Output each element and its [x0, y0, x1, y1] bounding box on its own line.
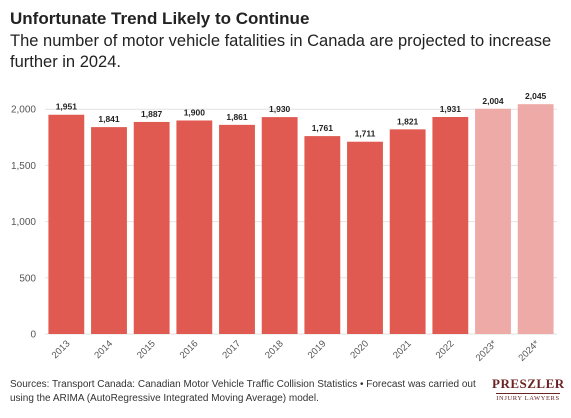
y-tick-label: 0 [30, 330, 36, 341]
logo-name: PRESZLER [492, 376, 565, 391]
bar-2016 [176, 120, 213, 334]
y-tick-label: 500 [19, 273, 36, 284]
logo-divider [496, 393, 560, 394]
value-label: 1,861 [226, 112, 248, 122]
value-label: 2,004 [482, 96, 504, 106]
value-label: 2,045 [525, 91, 547, 101]
value-label: 1,711 [355, 129, 376, 139]
y-tick-label: 1,500 [11, 161, 36, 172]
bar-2024-forecast [517, 104, 554, 334]
bar-2017 [219, 124, 255, 335]
bar-2019 [304, 136, 341, 334]
x-tick-label: 2013 [50, 338, 73, 361]
x-tick-label: 2020 [348, 338, 371, 361]
value-label: 1,931 [440, 104, 462, 114]
x-tick-label: 2018 [263, 338, 286, 361]
value-label: 1,951 [56, 102, 78, 112]
x-tick-label: 2024* [516, 338, 542, 364]
x-tick-label: 2015 [135, 338, 158, 361]
x-tick-label: 2017 [220, 338, 243, 361]
chart-title: Unfortunate Trend Likely to Continue [10, 9, 310, 28]
brand-logo: PRESZLER INJURY LAWYERS [492, 376, 564, 402]
bar-2013 [48, 114, 85, 335]
gridlines [45, 108, 557, 335]
logo-tagline: INJURY LAWYERS [496, 395, 560, 402]
source-note: Sources: Transport Canada: Canadian Moto… [10, 379, 476, 404]
chart-subtitle: The number of motor vehicle fatalities i… [10, 32, 552, 71]
bar-2018 [261, 117, 298, 334]
value-label: 1,930 [269, 104, 291, 114]
bar-2023-forecast [475, 108, 511, 334]
value-label: 1,821 [397, 116, 419, 126]
value-label: 1,761 [312, 123, 334, 133]
value-label: 1,841 [98, 114, 120, 124]
value-labels: 1,951 1,841 1,887 1,900 1,861 1,930 1,761 1,711… [56, 91, 547, 139]
value-label: 1,900 [184, 107, 206, 117]
y-tick-label: 2,000 [11, 105, 36, 116]
y-axis-ticks: 0 500 1,000 1,500 2,000 [11, 105, 36, 341]
value-label: 1,887 [141, 109, 163, 119]
x-tick-label: 2023* [474, 338, 500, 364]
bar-2014 [91, 127, 127, 335]
bar-2020 [347, 141, 383, 334]
bar-2021 [389, 129, 426, 334]
x-tick-label: 2016 [178, 338, 201, 361]
bar-2015 [133, 121, 170, 335]
x-tick-label: 2021 [391, 338, 414, 361]
bars [48, 104, 554, 335]
y-tick-label: 1,000 [11, 217, 36, 228]
x-tick-label: 2019 [306, 338, 329, 361]
x-tick-label: 2014 [92, 338, 115, 361]
x-tick-label: 2022 [434, 338, 457, 361]
x-axis-ticks: 2013 2014 2015 2016 2017 2018 2019 2020 2021 2022… [50, 338, 542, 364]
bar-2022 [432, 116, 469, 335]
